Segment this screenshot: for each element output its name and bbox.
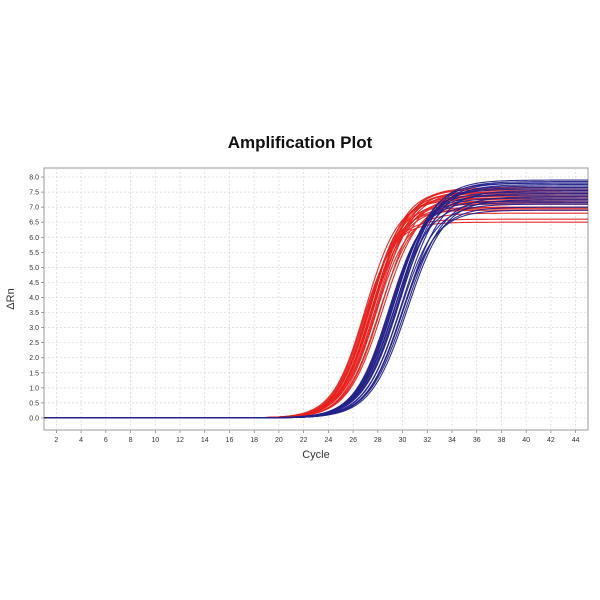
y-tick-label: 8.0 xyxy=(29,175,39,182)
x-tick-label: 18 xyxy=(250,437,258,444)
x-tick-label: 38 xyxy=(498,437,506,444)
y-tick-label: 3.5 xyxy=(29,310,39,317)
y-tick-label: 1.0 xyxy=(29,385,39,392)
x-tick-label: 4 xyxy=(79,437,83,444)
y-tick-label: 4.5 xyxy=(29,280,39,287)
x-tick-label: 20 xyxy=(275,437,283,444)
y-tick-label: 2.5 xyxy=(29,340,39,347)
y-tick-label: 7.5 xyxy=(29,190,39,197)
y-tick-label: 0.0 xyxy=(29,415,39,422)
x-tick-label: 36 xyxy=(473,437,481,444)
chart-title: Amplification Plot xyxy=(227,133,373,152)
x-tick-label: 44 xyxy=(572,437,580,444)
x-tick-label: 6 xyxy=(104,437,108,444)
y-tick-label: 5.0 xyxy=(29,265,39,272)
y-tick-label: 6.5 xyxy=(29,220,39,227)
y-tick-label: 4.0 xyxy=(29,295,39,302)
x-tick-label: 30 xyxy=(399,437,407,444)
x-tick-label: 16 xyxy=(226,437,234,444)
x-tick-label: 40 xyxy=(522,437,530,444)
x-tick-label: 42 xyxy=(547,437,555,444)
series-line xyxy=(44,193,589,419)
x-tick-label: 24 xyxy=(324,437,332,444)
y-tick-label: 1.5 xyxy=(29,370,39,377)
x-tick-label: 2 xyxy=(54,437,58,444)
y-tick-label: 7.0 xyxy=(29,205,39,212)
axis-ticks: 2 4 6 8 10 12 14 16 18 20 22 24 26 28 30 32 34 36 38 40 42 44… xyxy=(29,175,579,444)
x-axis-label: Cycle xyxy=(302,449,330,461)
y-tick-label: 6.0 xyxy=(29,235,39,242)
x-tick-label: 14 xyxy=(201,437,209,444)
x-tick-label: 22 xyxy=(300,437,308,444)
x-tick-label: 34 xyxy=(448,437,456,444)
series-lines xyxy=(44,179,589,419)
y-tick-label: 2.0 xyxy=(29,355,39,362)
x-tick-label: 32 xyxy=(423,437,431,444)
x-tick-label: 26 xyxy=(349,437,357,444)
y-tick-label: 0.5 xyxy=(29,400,39,407)
y-axis-label: ΔRn xyxy=(5,288,17,309)
x-tick-label: 8 xyxy=(129,437,133,444)
x-tick-label: 12 xyxy=(176,437,184,444)
x-tick-label: 28 xyxy=(374,437,382,444)
y-tick-label: 3.0 xyxy=(29,325,39,332)
x-tick-label: 10 xyxy=(151,437,159,444)
y-tick-label: 5.5 xyxy=(29,250,39,257)
plot-area xyxy=(43,167,589,431)
